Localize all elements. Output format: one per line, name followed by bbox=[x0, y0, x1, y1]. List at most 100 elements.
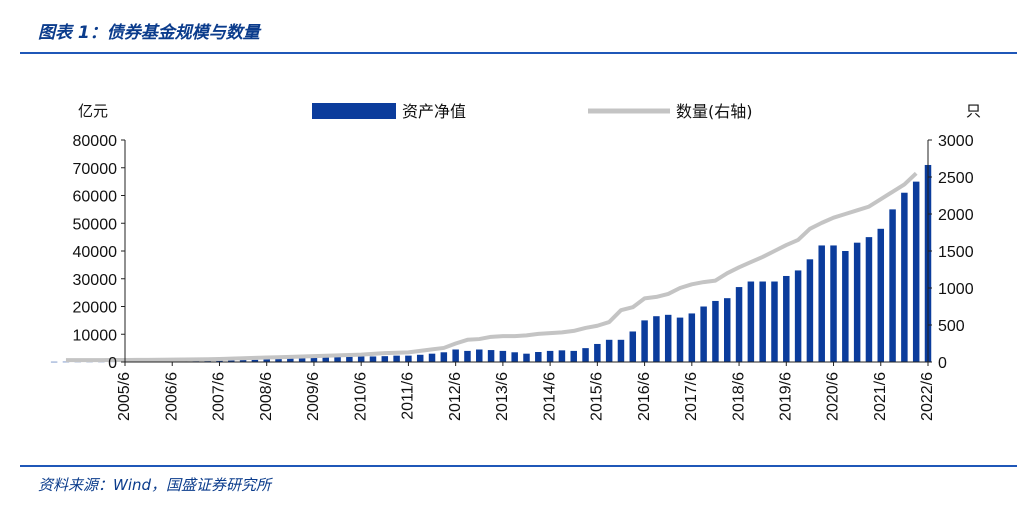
bar bbox=[653, 316, 660, 362]
bar bbox=[405, 355, 412, 362]
figure-source: 资料来源：Wind，国盛证券研究所 bbox=[38, 476, 272, 494]
x-tick-label: 2012/6 bbox=[447, 372, 464, 421]
x-tick-label: 2017/6 bbox=[683, 372, 700, 421]
line-series bbox=[65, 171, 918, 363]
right-tick-label: 0 bbox=[938, 355, 947, 372]
x-tick-label: 2009/6 bbox=[305, 372, 322, 421]
x-tick-label: 2018/6 bbox=[730, 372, 747, 421]
x-tick-label: 2010/6 bbox=[352, 372, 369, 421]
bar bbox=[889, 209, 896, 363]
bar bbox=[298, 357, 306, 362]
left-tick-label: 60000 bbox=[73, 189, 118, 206]
x-tick-label: 2019/6 bbox=[778, 372, 795, 421]
x-tick-label: 2020/6 bbox=[825, 372, 842, 421]
bar bbox=[346, 356, 353, 362]
bar bbox=[747, 281, 755, 362]
left-tick-label: 40000 bbox=[73, 244, 118, 261]
bar bbox=[428, 353, 436, 362]
left-tick-label: 10000 bbox=[73, 327, 118, 344]
bar bbox=[310, 357, 318, 362]
bar bbox=[806, 259, 814, 362]
bar bbox=[464, 350, 471, 362]
bar bbox=[50, 361, 58, 363]
right-tick-label: 2000 bbox=[938, 207, 974, 224]
bar bbox=[204, 360, 211, 362]
right-tick-label: 2500 bbox=[938, 170, 974, 187]
bar bbox=[62, 361, 70, 363]
bar bbox=[783, 275, 790, 362]
bar bbox=[287, 357, 294, 362]
bar bbox=[605, 339, 613, 362]
legend-swatch-bars bbox=[312, 103, 396, 119]
right-tick-label: 1000 bbox=[938, 281, 974, 298]
bar bbox=[912, 181, 920, 363]
right-tick-label: 500 bbox=[938, 318, 965, 335]
bar bbox=[818, 245, 825, 362]
bar bbox=[511, 352, 518, 362]
bar bbox=[664, 314, 672, 362]
left-axis-unit: 亿元 bbox=[78, 102, 108, 120]
bar bbox=[275, 358, 282, 362]
bar bbox=[357, 356, 365, 362]
bar bbox=[546, 350, 554, 362]
bar bbox=[570, 350, 577, 362]
left-tick-label: 0 bbox=[108, 355, 117, 372]
header-rule bbox=[20, 52, 1017, 54]
x-tick-label: 2016/6 bbox=[636, 372, 653, 421]
bar bbox=[582, 348, 589, 363]
x-tick-label: 2013/6 bbox=[494, 372, 511, 421]
bar bbox=[239, 359, 247, 362]
bar bbox=[842, 251, 849, 362]
bar bbox=[228, 360, 235, 362]
bar bbox=[641, 320, 648, 363]
right-tick-label: 3000 bbox=[938, 133, 974, 150]
bar-series bbox=[50, 164, 932, 363]
bar bbox=[853, 242, 861, 362]
bar bbox=[830, 245, 837, 362]
bar bbox=[381, 356, 389, 362]
bar bbox=[629, 331, 637, 362]
bar bbox=[535, 352, 542, 362]
legend-label-line: 数量(右轴) bbox=[676, 102, 753, 121]
bar bbox=[452, 349, 459, 362]
bar bbox=[700, 306, 707, 362]
bar bbox=[712, 300, 719, 362]
bar bbox=[499, 350, 507, 362]
legend-label-bars: 资产净值 bbox=[402, 102, 466, 121]
x-tick-label: 2014/6 bbox=[541, 372, 558, 421]
right-tick-label: 1500 bbox=[938, 244, 974, 261]
bar bbox=[393, 355, 400, 362]
x-tick-label: 2011/6 bbox=[400, 372, 417, 420]
bar bbox=[594, 343, 601, 362]
left-tick-label: 20000 bbox=[73, 300, 118, 317]
right-axis-unit: 只 bbox=[966, 102, 981, 120]
bar bbox=[251, 359, 259, 362]
x-tick-label: 2005/6 bbox=[116, 372, 133, 421]
footer-rule bbox=[20, 465, 1017, 467]
x-tick-label: 2021/6 bbox=[872, 372, 889, 421]
bar bbox=[263, 358, 270, 362]
left-tick-label: 50000 bbox=[73, 216, 118, 233]
figure-title: 图表 1：债券基金规模与数量 bbox=[38, 23, 260, 43]
left-tick-label: 80000 bbox=[73, 133, 118, 150]
bar bbox=[901, 192, 908, 362]
bar bbox=[487, 350, 495, 362]
count-line bbox=[65, 171, 918, 363]
axes: 0100002000030000400005000060000700008000… bbox=[73, 133, 974, 421]
bar bbox=[676, 317, 684, 362]
bar bbox=[617, 339, 625, 362]
bar bbox=[794, 270, 802, 362]
x-tick-label: 2015/6 bbox=[589, 372, 606, 421]
bar bbox=[877, 228, 885, 362]
bar bbox=[735, 287, 743, 362]
left-tick-label: 70000 bbox=[73, 161, 118, 178]
bar bbox=[192, 360, 200, 362]
bar bbox=[688, 313, 696, 362]
bar bbox=[759, 281, 766, 362]
bar bbox=[724, 298, 731, 362]
bond-fund-chart: 亿元 只 资产净值 数量(右轴) 01000020000300004000050… bbox=[50, 102, 981, 421]
bar bbox=[416, 354, 424, 362]
x-tick-label: 2006/6 bbox=[163, 372, 180, 421]
x-tick-label: 2007/6 bbox=[211, 372, 228, 421]
bar bbox=[440, 352, 448, 362]
